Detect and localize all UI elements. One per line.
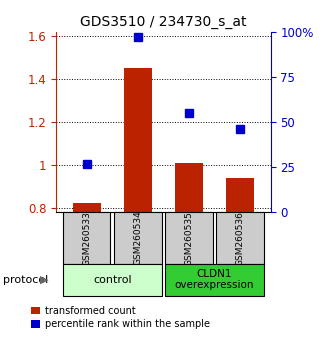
Text: GSM260533: GSM260533	[82, 211, 91, 266]
Bar	[63, 264, 162, 296]
Bar	[175, 163, 203, 212]
Bar	[165, 212, 213, 264]
Text: GSM260534: GSM260534	[133, 211, 142, 266]
Bar	[124, 68, 152, 212]
Text: CLDN1
overexpression: CLDN1 overexpression	[175, 269, 254, 291]
Title: GDS3510 / 234730_s_at: GDS3510 / 234730_s_at	[80, 16, 247, 29]
Text: GSM260536: GSM260536	[236, 211, 245, 266]
Bar	[73, 203, 101, 212]
Legend: transformed count, percentile rank within the sample: transformed count, percentile rank withi…	[31, 306, 210, 329]
Text: ▶: ▶	[40, 275, 49, 285]
Text: protocol: protocol	[3, 275, 49, 285]
Bar	[114, 212, 162, 264]
Bar	[216, 212, 264, 264]
Bar	[63, 212, 111, 264]
Text: GSM260535: GSM260535	[184, 211, 193, 266]
Text: control: control	[93, 275, 132, 285]
Bar	[226, 178, 254, 212]
Bar	[165, 264, 264, 296]
